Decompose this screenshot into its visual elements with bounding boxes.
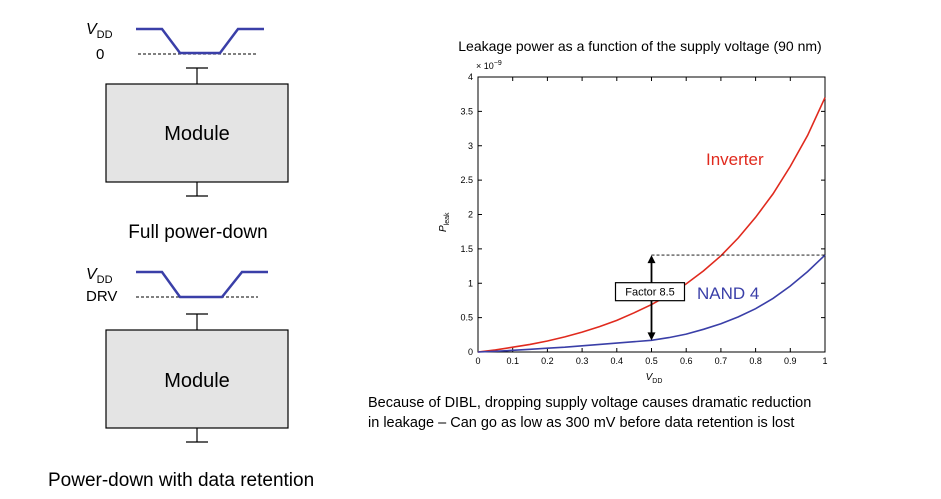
x-axis-label: VDD [646,372,663,385]
vdd-label-top: VDD [86,21,113,41]
caption-full-powerdown: Full power-down [128,222,267,243]
module-label-top: Module [164,123,230,145]
x-tick-label: 1 [822,356,827,366]
y-multiplier-label: × 10−9 [476,60,502,71]
footnote-line-1: Because of DIBL, dropping supply voltage… [368,395,811,411]
y-tick-label: 3 [468,141,473,151]
chart-title: Leakage power as a function of the suppl… [458,38,821,54]
x-tick-label: 0 [475,356,480,366]
arrow-down-icon [647,332,656,341]
vdd-label-bottom: VDD [86,266,113,286]
arrow-up-icon [647,255,656,264]
y-tick-label: 2 [468,210,473,220]
y-axis-label: Pleak [438,212,451,232]
supply-waveform-top [136,27,264,55]
x-tick-label: 0.6 [680,356,693,366]
series-label-nand4: NAND 4 [697,284,759,303]
series-label-inverter: Inverter [706,150,764,169]
y-tick-label: 2.5 [460,175,473,185]
retention-powerdown-schematic: VDD DRV Module Power-down with data rete… [48,266,314,491]
x-tick-label: 0.7 [715,356,728,366]
supply-waveform-bottom [136,270,268,299]
factor-label: Factor 8.5 [625,287,675,299]
y-tick-label: 1.5 [460,244,473,254]
x-tick-label: 0.3 [576,356,589,366]
y-tick-label: 3.5 [460,106,473,116]
factor-label-box [614,282,686,302]
footnote-line-2: in leakage – Can go as low as 300 mV bef… [368,415,794,431]
caption-retention-powerdown: Power-down with data retention [48,470,314,491]
y-tick-label: 4 [468,72,473,82]
x-tick-label: 0.2 [541,356,554,366]
full-powerdown-schematic: VDD 0 Module Full power-down [86,21,289,243]
x-axis-ticks: 0 0.1 0.2 0.3 0.4 0.5 0.6 0.7 0.8 0.9 1 [475,77,828,366]
drv-label: DRV [86,288,117,305]
x-tick-label: 0.1 [506,356,519,366]
zero-label: 0 [96,46,104,63]
x-tick-label: 0.9 [784,356,797,366]
leakage-chart: Leakage power as a function of the suppl… [438,38,828,385]
module-box-bottom [105,329,289,429]
y-tick-label: 1 [468,278,473,288]
x-tick-label: 0.8 [749,356,762,366]
y-tick-label: 0.5 [460,313,473,323]
x-tick-label: 0.5 [645,356,658,366]
factor-annotation: Factor 8.5 [614,254,825,341]
module-label-bottom: Module [164,370,230,392]
y-axis-ticks: 0 0.5 1 1.5 2 2.5 3 3.5 4 [460,72,825,357]
x-tick-label: 0.4 [611,356,624,366]
module-box-top [105,83,289,183]
y-tick-label: 0 [468,347,473,357]
